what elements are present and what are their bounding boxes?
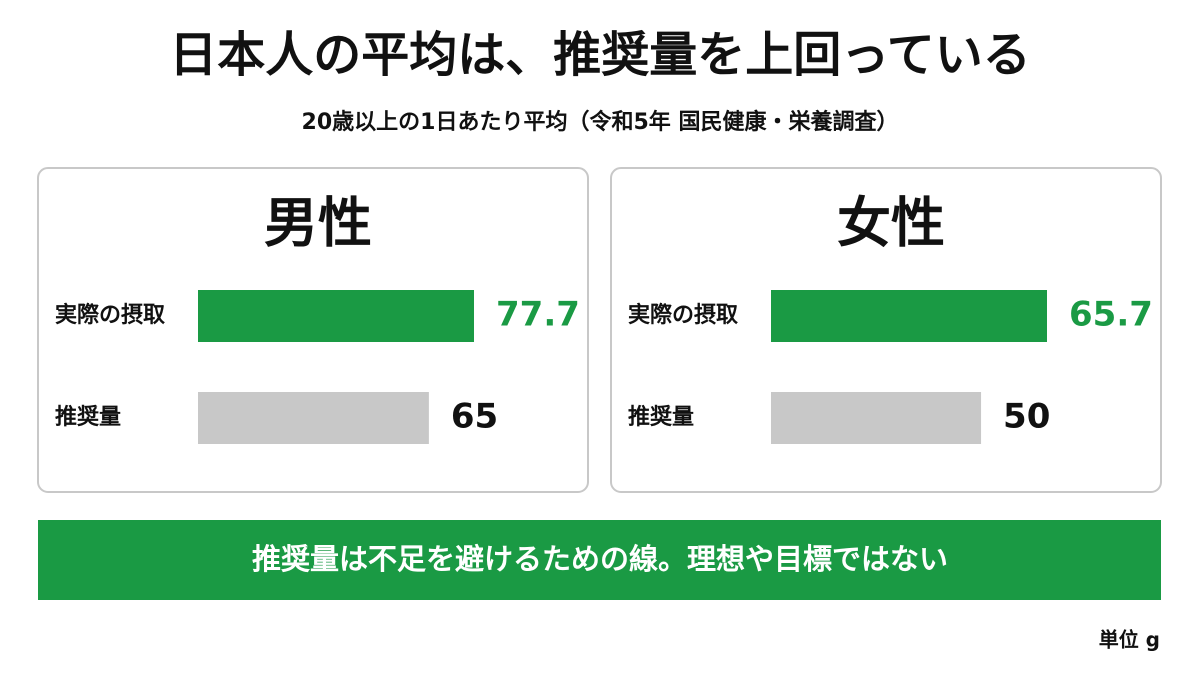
bar — [771, 290, 1047, 342]
value-label: 65.7 — [1069, 295, 1153, 335]
category-label: 実際の摂取 — [628, 302, 738, 328]
bar — [771, 392, 982, 444]
subtitle: 20歳以上の1日あたり平均（令和5年 国民健康・栄養調査） — [302, 109, 899, 135]
value-label: 50 — [1003, 397, 1050, 437]
value-label: 77.7 — [496, 295, 580, 335]
category-label: 実際の摂取 — [55, 302, 165, 328]
bar — [198, 392, 429, 444]
banner-box — [38, 520, 1161, 600]
panel-title: 男性 — [264, 192, 372, 255]
category-label: 推奨量 — [55, 405, 121, 430]
bar — [198, 290, 474, 342]
banner-text: 推奨量は不足を避けるための線。理想や目標ではない — [252, 542, 948, 576]
title: 日本人の平均は、推奨量を上回っている — [169, 27, 1031, 83]
panel-title: 女性 — [837, 192, 945, 255]
value-label: 65 — [451, 397, 498, 437]
category-label: 推奨量 — [628, 405, 694, 430]
unit-note: 単位 g — [1099, 628, 1160, 652]
